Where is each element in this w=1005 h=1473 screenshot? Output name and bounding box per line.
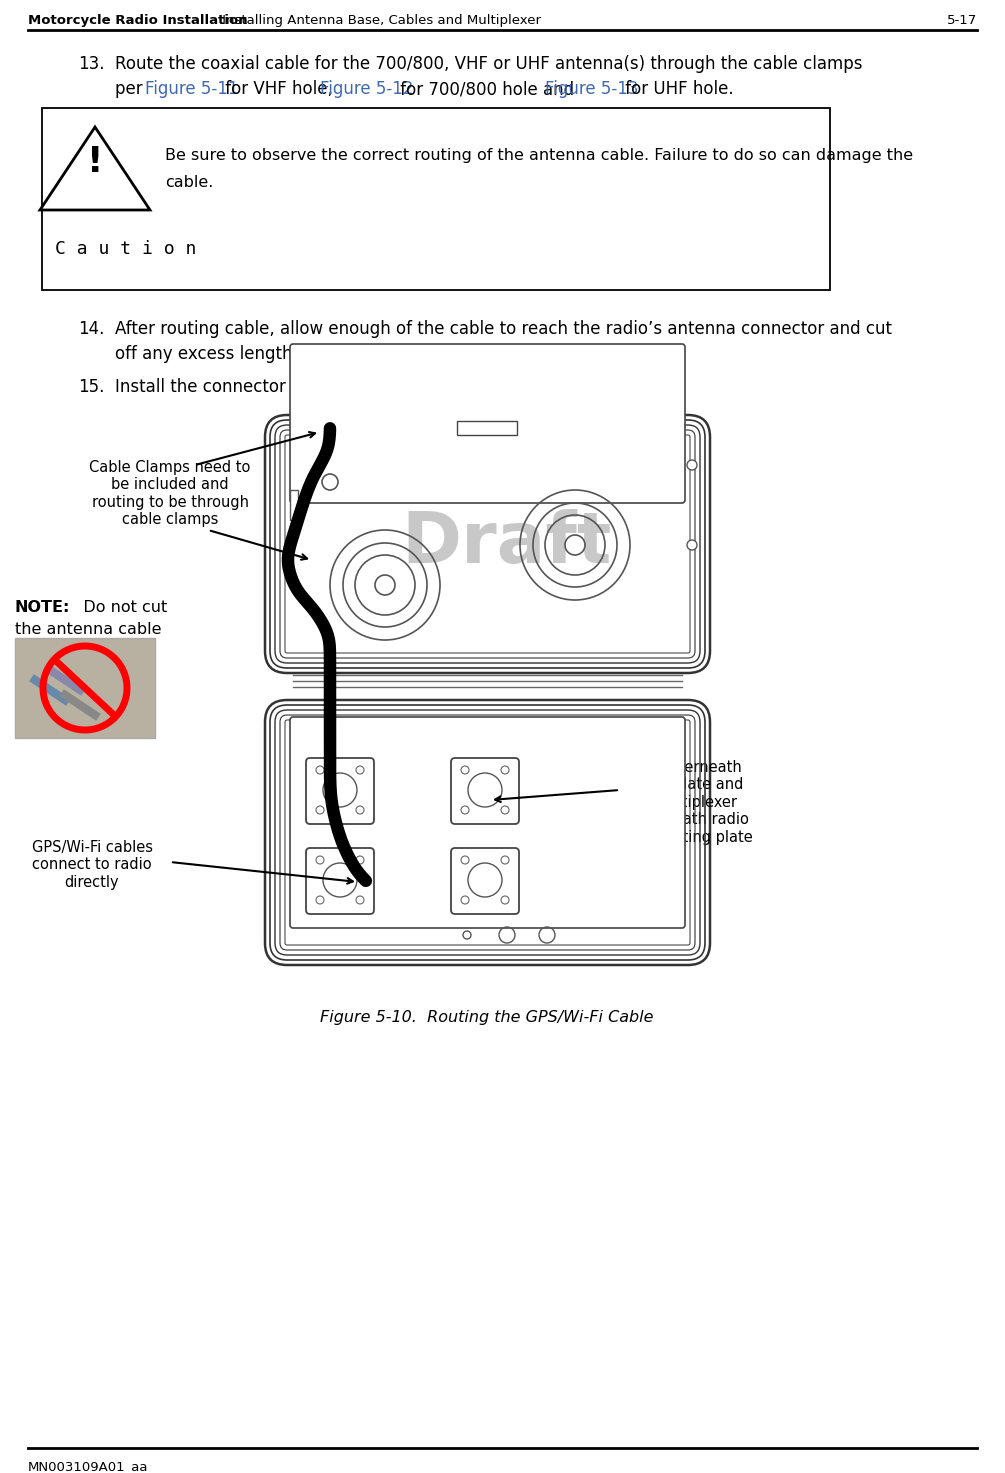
- Circle shape: [356, 856, 364, 865]
- Circle shape: [501, 896, 509, 904]
- Bar: [290, 491, 298, 520]
- Text: Motorcycle Radio Installation: Motorcycle Radio Installation: [28, 15, 247, 27]
- Circle shape: [316, 806, 324, 815]
- Text: NOTE:: NOTE:: [15, 600, 70, 616]
- Circle shape: [356, 896, 364, 904]
- Text: C a u t i o n: C a u t i o n: [55, 240, 196, 258]
- Circle shape: [687, 541, 697, 549]
- Text: Figure 5-11: Figure 5-11: [145, 80, 238, 99]
- Text: for 700/800 hole and: for 700/800 hole and: [395, 80, 579, 99]
- Text: After routing cable, allow enough of the cable to reach the radio’s antenna conn: After routing cable, allow enough of the…: [115, 320, 892, 337]
- Circle shape: [687, 460, 697, 470]
- FancyBboxPatch shape: [265, 415, 710, 673]
- FancyBboxPatch shape: [306, 759, 374, 823]
- Circle shape: [316, 896, 324, 904]
- Circle shape: [356, 766, 364, 773]
- Text: Installing Antenna Base, Cables and Multiplexer: Installing Antenna Base, Cables and Mult…: [218, 15, 541, 27]
- Text: MN003109A01_aa: MN003109A01_aa: [28, 1460, 149, 1473]
- Text: Figure 5-10.  Routing the GPS/Wi-Fi Cable: Figure 5-10. Routing the GPS/Wi-Fi Cable: [321, 1010, 653, 1025]
- Circle shape: [501, 856, 509, 865]
- Polygon shape: [40, 127, 150, 211]
- FancyBboxPatch shape: [265, 700, 710, 965]
- Circle shape: [501, 766, 509, 773]
- Text: off any excess length of the cable.: off any excess length of the cable.: [115, 345, 401, 362]
- Text: Be sure to observe the correct routing of the antenna cable. Failure to do so ca: Be sure to observe the correct routing o…: [165, 147, 914, 164]
- Text: per: per: [115, 80, 148, 99]
- Text: Figure 5-13: Figure 5-13: [545, 80, 638, 99]
- Text: Cable routes underneath
radio mounting plate and
connects to multiplexer
mounted: Cable routes underneath radio mounting p…: [547, 760, 753, 844]
- Text: for UHF hole.: for UHF hole.: [620, 80, 734, 99]
- FancyBboxPatch shape: [290, 345, 685, 502]
- Text: Cable Clamps need to
be included and
routing to be through
cable clamps: Cable Clamps need to be included and rou…: [89, 460, 250, 527]
- Text: 5-17: 5-17: [947, 15, 977, 27]
- FancyBboxPatch shape: [451, 759, 519, 823]
- Bar: [15, 638, 155, 738]
- Text: 15.: 15.: [78, 379, 105, 396]
- Polygon shape: [48, 136, 142, 205]
- Text: Install the connector per Antenna Installation Manual.: Install the connector per Antenna Instal…: [115, 379, 562, 396]
- Text: Figure 5-12: Figure 5-12: [320, 80, 413, 99]
- Text: the antenna cable: the antenna cable: [15, 622, 162, 636]
- Bar: [457, 421, 517, 435]
- FancyBboxPatch shape: [306, 848, 374, 915]
- Circle shape: [501, 806, 509, 815]
- Text: Draft: Draft: [402, 510, 612, 579]
- Text: Do not cut: Do not cut: [68, 600, 167, 616]
- Text: Route the coaxial cable for the 700/800, VHF or UHF antenna(s) through the cable: Route the coaxial cable for the 700/800,…: [115, 55, 862, 74]
- Text: 13.: 13.: [78, 55, 105, 74]
- Circle shape: [356, 806, 364, 815]
- Circle shape: [316, 766, 324, 773]
- Circle shape: [461, 896, 469, 904]
- FancyBboxPatch shape: [290, 717, 685, 928]
- Text: for VHF hole,: for VHF hole,: [220, 80, 338, 99]
- Circle shape: [461, 806, 469, 815]
- Circle shape: [316, 856, 324, 865]
- Text: cable.: cable.: [165, 175, 213, 190]
- Circle shape: [461, 856, 469, 865]
- Text: GPS/Wi-Fi cables
connect to radio
directly: GPS/Wi-Fi cables connect to radio direct…: [31, 840, 153, 890]
- Text: Draft: Draft: [420, 798, 614, 865]
- Circle shape: [461, 766, 469, 773]
- FancyBboxPatch shape: [451, 848, 519, 915]
- Text: !: !: [86, 144, 104, 180]
- Bar: [42, 108, 830, 290]
- Text: 14.: 14.: [78, 320, 105, 337]
